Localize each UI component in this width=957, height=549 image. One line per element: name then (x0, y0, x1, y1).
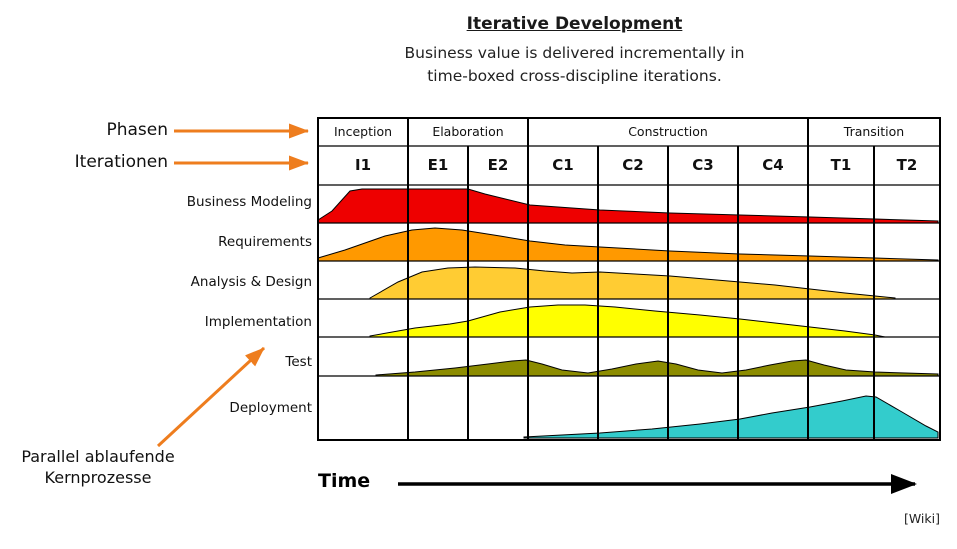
time-label: Time (318, 470, 371, 492)
hump-test (375, 359, 939, 377)
discipline-label-test: Test (285, 354, 312, 370)
iteration-header-e2: E2 (487, 156, 509, 174)
iteration-header-c2: C2 (622, 156, 644, 174)
phase-header-elaboration: Elaboration (432, 124, 504, 139)
phase-header-construction: Construction (628, 124, 708, 139)
parallel-line-1: Parallel ablaufende (21, 447, 175, 466)
hump-requirements (317, 227, 939, 262)
iteration-header-t2: T2 (896, 156, 918, 174)
phase-header-transition: Transition (843, 124, 905, 139)
attribution: [Wiki] (903, 511, 940, 526)
iteration-header-e1: E1 (427, 156, 449, 174)
hump-business-modeling (317, 188, 939, 224)
label-iterationen: Iterationen (74, 152, 168, 172)
label-parallel-kernprozesse: Parallel ablaufende Kernprozesse (2, 446, 194, 488)
phase-header-inception: Inception (333, 124, 393, 139)
iteration-header-t1: T1 (830, 156, 852, 174)
page-title: Iterative Development (466, 14, 683, 34)
iteration-header-i1: I1 (354, 156, 372, 174)
label-phasen: Phasen (106, 120, 168, 140)
discipline-label-requirements: Requirements (218, 234, 312, 250)
subtitle-line-2: time-boxed cross-discipline iterations. (427, 67, 722, 85)
grid-lines (317, 117, 941, 441)
hump-deployment (523, 395, 939, 439)
title-block: Iterative Development Business value is … (322, 14, 827, 88)
hump-analysis-design (369, 266, 896, 300)
iteration-header-c1: C1 (552, 156, 574, 174)
iteration-header-c4: C4 (762, 156, 784, 174)
page-subtitle: Business value is delivered incrementall… (322, 42, 827, 88)
iteration-header-c3: C3 (692, 156, 714, 174)
discipline-label-analysis-design: Analysis & Design (190, 274, 312, 290)
effort-humps (317, 188, 939, 439)
discipline-label-implementation: Implementation (204, 314, 312, 330)
parallel-kernprozesse-arrow (156, 346, 266, 448)
discipline-label-deployment: Deployment (229, 400, 312, 416)
subtitle-line-1: Business value is delivered incrementall… (404, 44, 745, 62)
discipline-label-business-modeling: Business Modeling (186, 194, 312, 210)
parallel-line-2: Kernprozesse (44, 468, 152, 487)
